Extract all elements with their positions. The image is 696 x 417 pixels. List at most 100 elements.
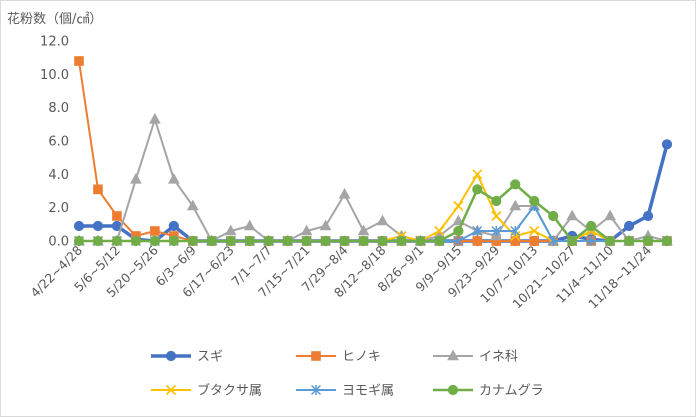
data-point xyxy=(529,236,540,246)
data-point xyxy=(187,235,198,247)
data-point xyxy=(149,112,161,124)
legend-label: ブタクサ属 xyxy=(197,383,262,399)
legend-item: カナムグラ xyxy=(433,384,544,399)
data-point xyxy=(604,235,616,247)
data-point xyxy=(491,195,502,207)
series-3 xyxy=(73,112,673,246)
data-point xyxy=(310,384,322,396)
data-point xyxy=(472,225,483,237)
data-point xyxy=(377,235,388,247)
data-point xyxy=(338,187,351,199)
data-point xyxy=(510,225,521,237)
data-point xyxy=(112,211,122,221)
data-point xyxy=(357,224,370,236)
data-point xyxy=(548,235,559,247)
legend-item: スギ xyxy=(151,350,223,365)
legend-item: イネ科 xyxy=(433,350,518,365)
x-tick-label: 4/22~4/28 xyxy=(27,242,85,300)
legend-label: イネ科 xyxy=(479,350,518,365)
data-point xyxy=(509,199,522,211)
y-tick-label: 8.0 xyxy=(48,101,69,116)
data-point xyxy=(150,226,160,236)
series-line xyxy=(78,118,668,242)
data-point xyxy=(586,235,597,247)
data-point xyxy=(491,225,502,237)
unit-label: 花粉数（個/㎠） xyxy=(7,11,102,27)
data-point xyxy=(447,384,459,396)
data-point xyxy=(548,210,559,222)
data-point xyxy=(453,225,464,237)
data-point xyxy=(300,224,313,236)
data-point xyxy=(586,220,597,232)
data-point xyxy=(186,199,199,211)
data-point xyxy=(111,235,123,247)
x-axis: 4/22~4/285/6~5/125/20~5/266/3~6/96/17~6/… xyxy=(27,240,668,311)
y-tick-label: 2.0 xyxy=(48,201,69,216)
data-point xyxy=(74,56,84,66)
series-layer xyxy=(73,56,673,247)
series-line xyxy=(78,60,668,242)
data-point xyxy=(453,200,464,212)
data-point xyxy=(282,235,293,247)
data-point xyxy=(165,384,177,396)
legend-label: カナムグラ xyxy=(479,384,544,399)
data-point xyxy=(225,235,236,247)
data-point xyxy=(642,235,654,247)
data-point xyxy=(320,235,331,247)
y-axis: 0.0 2.0 4.0 6.0 8.0 10.0 12.0 xyxy=(40,35,69,250)
data-point xyxy=(529,225,540,237)
data-point xyxy=(93,184,103,195)
data-point xyxy=(434,235,445,247)
data-point xyxy=(168,220,179,232)
data-point xyxy=(604,209,616,221)
data-point xyxy=(661,235,673,247)
data-point xyxy=(510,179,521,190)
data-point xyxy=(434,225,445,237)
data-point xyxy=(319,219,332,231)
data-point xyxy=(472,169,483,180)
data-point xyxy=(396,235,407,247)
data-point xyxy=(472,236,483,246)
y-tick-label: 10.0 xyxy=(40,68,69,83)
data-point xyxy=(472,184,483,195)
data-point xyxy=(73,235,85,247)
legend-label: スギ xyxy=(197,350,223,365)
data-point xyxy=(447,349,459,361)
data-point xyxy=(358,235,369,247)
y-tick-label: 6.0 xyxy=(48,135,69,150)
data-point xyxy=(642,210,654,222)
data-point xyxy=(623,220,635,232)
data-point xyxy=(73,220,85,232)
legend-item: ヨモギ属 xyxy=(296,384,394,399)
data-point xyxy=(206,235,217,247)
data-point xyxy=(168,235,179,247)
data-point xyxy=(491,210,502,222)
data-point xyxy=(339,235,350,247)
data-point xyxy=(301,235,312,247)
data-point xyxy=(130,172,142,184)
data-point xyxy=(130,235,142,247)
data-point xyxy=(165,350,177,362)
legend-label: ヨモギ属 xyxy=(342,384,394,399)
data-point xyxy=(149,235,160,247)
data-point xyxy=(263,235,274,247)
legend-item: ブタクサ属 xyxy=(151,383,262,399)
data-point xyxy=(243,219,256,231)
y-tick-label: 12.0 xyxy=(40,35,69,50)
data-point xyxy=(167,172,180,184)
data-point xyxy=(567,235,578,247)
data-point xyxy=(244,235,255,247)
series-6 xyxy=(73,179,673,247)
data-point xyxy=(92,220,104,232)
data-point xyxy=(661,139,673,150)
data-point xyxy=(415,235,426,247)
data-point xyxy=(453,235,464,247)
data-point xyxy=(529,195,540,207)
series-1 xyxy=(73,139,673,247)
data-point xyxy=(376,214,389,226)
data-point xyxy=(623,235,635,247)
data-point xyxy=(311,351,321,361)
